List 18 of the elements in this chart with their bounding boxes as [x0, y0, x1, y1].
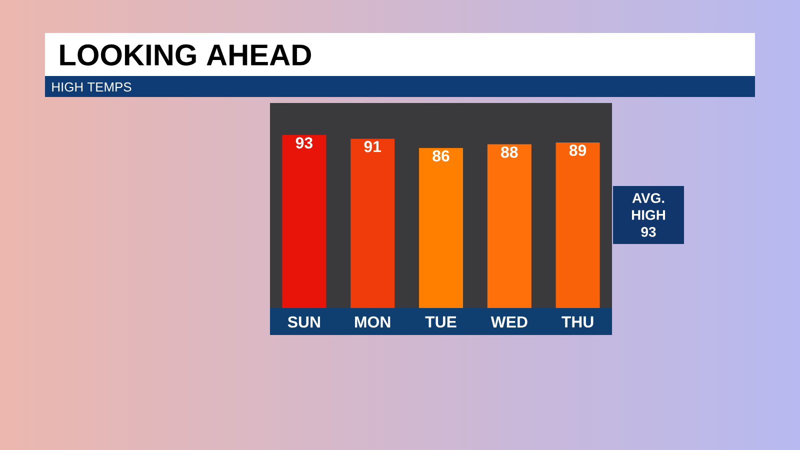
x-tick-label: THU	[562, 316, 594, 328]
bar	[350, 138, 395, 308]
x-tick-label: WED	[490, 316, 528, 328]
data-label: 89	[569, 144, 586, 156]
bar	[419, 148, 464, 308]
bar	[487, 144, 532, 308]
data-label: 91	[364, 140, 382, 152]
x-tick-label: TUE	[425, 316, 456, 328]
data-label: 86	[432, 150, 450, 162]
x-tick-label: SUN	[288, 316, 320, 328]
text: HIGH TEMPS	[52, 82, 132, 92]
bar	[556, 142, 600, 308]
data-label: 88	[501, 146, 518, 158]
chart-title: LOOKING AHEAD	[60, 44, 311, 66]
text: AVG. HIGH 93	[632, 193, 666, 237]
bar	[282, 135, 326, 308]
data-label: 93	[296, 137, 312, 149]
x-tick-label: MON	[355, 316, 390, 328]
